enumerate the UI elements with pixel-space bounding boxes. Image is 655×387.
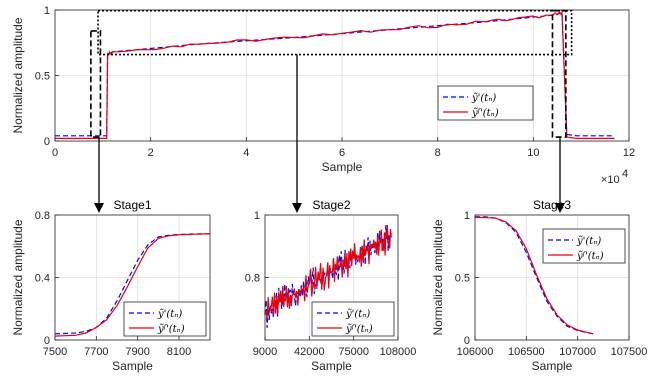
- series-line-yf-prime: [264, 224, 392, 319]
- x-tick-label: 7700: [84, 346, 108, 358]
- x-tick-label: 2: [148, 147, 154, 159]
- x-tick-label: 12: [623, 147, 635, 159]
- legend: ỹ'(tₙ) ỹᶠ'(tₙ): [542, 228, 626, 264]
- legend-box: [437, 85, 534, 121]
- chart-overview: 0 2 4 6 8 10 12 0 0.5 1 Sample Normalized amplitude…: [11, 5, 635, 186]
- y-tick-label: 0: [464, 335, 470, 347]
- legend-label: ỹ'(tₙ): [157, 309, 182, 320]
- chart-title: Stage2: [312, 198, 350, 212]
- y-tick-label: 1: [464, 210, 470, 222]
- legend-label: ỹ'(tₙ): [471, 93, 496, 104]
- x-tick-label: 106000: [457, 346, 494, 358]
- y-axis-label: Normalized amplitude: [11, 17, 25, 133]
- legend: ỹ'(tₙ) ỹᶠ'(tₙ): [123, 301, 207, 337]
- legend-label: ỹ'(tₙ): [345, 309, 370, 320]
- y-tick-label: 0.4: [35, 273, 50, 285]
- x-exponent-base: ×10: [601, 174, 620, 186]
- legend-label: ỹ'(tₙ): [576, 236, 601, 247]
- x-tick-label: 7500: [43, 346, 67, 358]
- x-tick-label: 108000: [380, 346, 417, 358]
- x-tick-label: 106500: [508, 346, 545, 358]
- series-line-yf-prime: [54, 233, 211, 337]
- legend-label: ỹᶠ'(tₙ): [157, 324, 185, 335]
- x-tick-label: 8100: [167, 346, 191, 358]
- y-tick-label: 0.5: [455, 273, 470, 285]
- chart-stage3: 106000 106500 107000 107500 0 0.5 1 Sample Norma…: [431, 198, 647, 373]
- x-exponent-power: 4: [622, 168, 628, 180]
- x-axis-label: Sample: [532, 359, 573, 373]
- x-axis-label: Sample: [322, 160, 363, 174]
- y-tick-label: 0: [44, 335, 50, 347]
- y-tick-label: 0: [44, 136, 50, 148]
- chart-title: Stage1: [113, 198, 151, 212]
- y-axis-label: Normalized amplitude: [431, 219, 445, 335]
- x-tick-label: 0: [52, 147, 58, 159]
- y-tick-label: 1: [254, 210, 260, 222]
- zoom-box-stage3: [551, 9, 567, 138]
- x-tick-label: 8: [435, 147, 441, 159]
- chart-stage2: 9000 42000 75000 108000 0.8 1 Sample Stage2 ỹ'(t…: [245, 198, 417, 373]
- x-tick-label: 9000: [253, 346, 277, 358]
- x-tick-label: 42000: [294, 346, 325, 358]
- x-tick-label: 4: [243, 147, 249, 159]
- legend-label: ỹᶠ'(tₙ): [345, 324, 373, 335]
- legend-box: [311, 301, 395, 337]
- y-tick-label: 0.8: [245, 273, 260, 285]
- legend-label: ỹᶠ'(tₙ): [471, 108, 499, 119]
- zoom-box-stage1: [90, 30, 102, 138]
- x-axis-label: Sample: [112, 359, 153, 373]
- x-tick-label: 75000: [338, 346, 369, 358]
- zoom-arrow-head: [94, 203, 104, 213]
- legend-label: ỹᶠ'(tₙ): [576, 251, 604, 262]
- series-line-yf-prime: [475, 216, 594, 335]
- x-tick-label: 107000: [559, 346, 596, 358]
- x-tick-label: 10: [527, 147, 539, 159]
- legend-box: [123, 301, 207, 337]
- y-axis-label: Normalized amplitude: [11, 219, 25, 335]
- x-tick-label: 6: [339, 147, 345, 159]
- y-tick-label: 0.8: [35, 210, 50, 222]
- x-tick-label: 107500: [611, 346, 648, 358]
- zoom-arrow-head: [292, 203, 302, 213]
- chart-stage1: 7500 7700 7900 8100 0 0.4 0.8 Sample Normalized …: [11, 198, 211, 373]
- y-tick-label: 1: [44, 5, 50, 17]
- legend-box: [542, 228, 626, 264]
- zoom-arrow-head: [555, 203, 565, 213]
- series-line-yf-prime: [55, 10, 615, 139]
- x-tick-label: 7900: [125, 346, 149, 358]
- x-axis-label: Sample: [311, 359, 352, 373]
- zoom-box-stage2: [97, 9, 573, 56]
- chart-title: Stage3: [533, 198, 571, 212]
- legend: ỹ'(tₙ) ỹᶠ'(tₙ): [437, 85, 534, 121]
- legend: ỹ'(tₙ) ỹᶠ'(tₙ): [311, 301, 395, 337]
- y-tick-label: 0.5: [35, 71, 50, 83]
